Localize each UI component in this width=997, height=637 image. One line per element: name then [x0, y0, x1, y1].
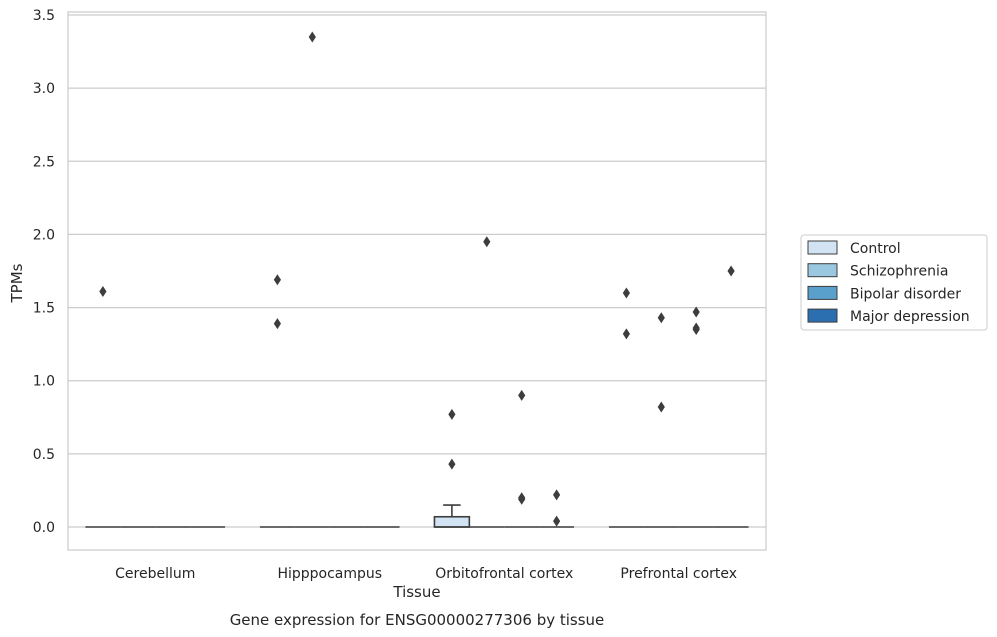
box — [433, 515, 471, 528]
legend-label: Control — [850, 241, 901, 257]
outlier-point — [622, 287, 630, 299]
legend-swatch — [807, 308, 838, 323]
outlier-point — [657, 401, 665, 413]
legend-label: Schizophrenia — [850, 264, 948, 280]
chart-caption: Gene expression for ENSG00000277306 by t… — [230, 611, 605, 629]
x-axis-label: Tissue — [392, 583, 440, 601]
plot-area-frame — [67, 11, 767, 551]
legend-swatch — [807, 285, 838, 300]
y-tick-label: 2.5 — [33, 154, 55, 170]
outlier-point — [448, 408, 456, 420]
grid-lines — [68, 14, 766, 528]
outlier-point — [99, 285, 107, 297]
y-axis-ticks: 0.0 0.5 1.0 1.5 2.0 2.5 3.0 3.5 — [33, 8, 55, 536]
x-tick-label: Orbitofrontal cortex — [435, 566, 573, 582]
boxes — [85, 504, 749, 528]
y-tick-label: 0.0 — [33, 520, 55, 536]
outlier-point — [657, 312, 665, 324]
outlier-point — [518, 389, 526, 401]
outlier-point — [273, 274, 281, 286]
x-axis-ticks: Cerebellum Hipppocampus Orbitofrontal cort… — [115, 566, 737, 582]
outliers — [99, 31, 735, 527]
y-axis-label: TPMs — [8, 263, 26, 303]
outlier-point — [483, 236, 491, 248]
outlier-point — [518, 493, 526, 505]
y-tick-label: 0.5 — [33, 447, 55, 463]
legend-swatch — [807, 240, 838, 255]
outlier-point — [727, 265, 735, 277]
y-tick-label: 2.0 — [33, 227, 55, 243]
legend-label: Bipolar disorder — [850, 286, 961, 302]
legend-swatch — [807, 263, 838, 278]
outlier-point — [553, 515, 561, 527]
outlier-point — [692, 324, 700, 336]
outlier-point — [553, 489, 561, 501]
x-tick-label: Prefrontal cortex — [620, 566, 737, 582]
x-tick-label: Hipppocampus — [277, 566, 382, 582]
y-tick-label: 1.5 — [33, 301, 55, 317]
x-tick-label: Cerebellum — [115, 566, 195, 582]
legend: Control Schizophrenia Bipolar disorder Majo… — [800, 234, 988, 331]
legend-frame — [800, 234, 988, 331]
outlier-point — [622, 328, 630, 340]
outlier-point — [308, 31, 316, 43]
legend-label: Major depression — [850, 309, 970, 325]
y-tick-label: 1.0 — [33, 374, 55, 390]
outlier-point — [692, 306, 700, 318]
y-tick-label: 3.5 — [33, 8, 55, 24]
y-tick-label: 3.0 — [33, 81, 55, 97]
outlier-point — [448, 458, 456, 470]
outlier-point — [273, 318, 281, 330]
